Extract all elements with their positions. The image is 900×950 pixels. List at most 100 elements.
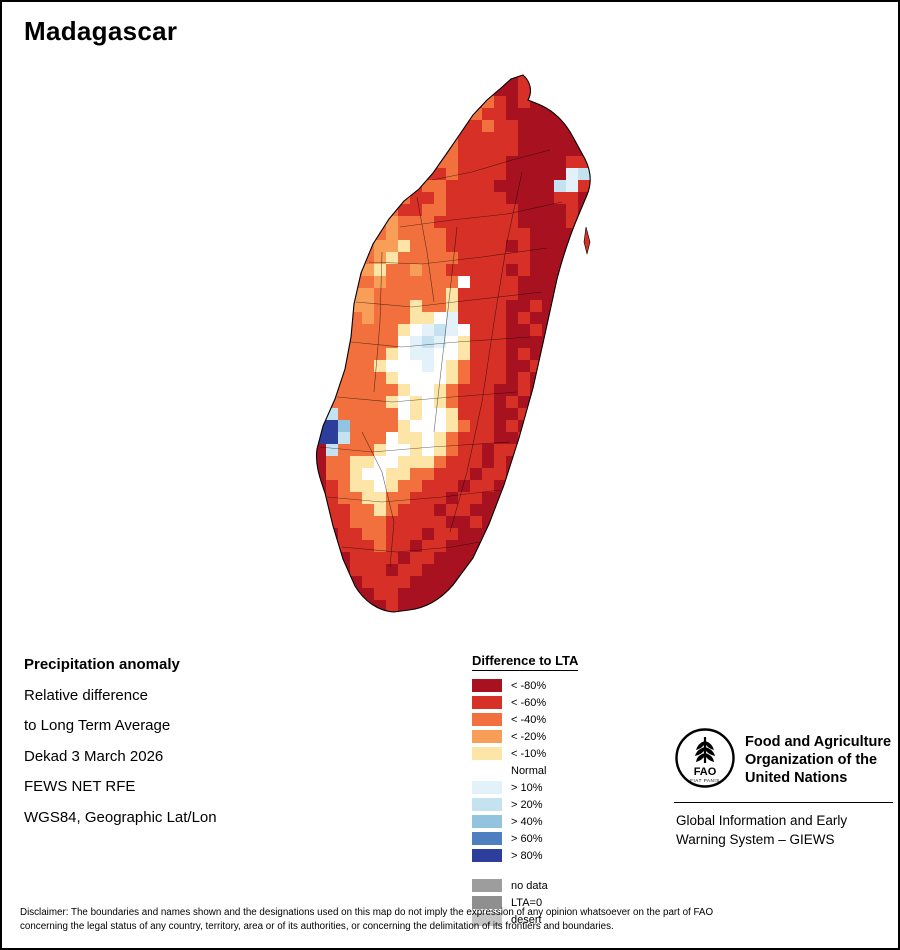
raster-cell — [410, 600, 423, 612]
raster-cell — [482, 312, 495, 325]
raster-cell — [578, 540, 591, 553]
raster-cell — [398, 336, 411, 349]
raster-cell — [338, 192, 351, 205]
raster-cell — [506, 180, 519, 193]
madagascar-outline — [315, 74, 591, 613]
raster-cell — [506, 576, 519, 589]
raster-cell — [542, 168, 555, 181]
raster-cell — [518, 216, 531, 229]
raster-cell — [434, 96, 447, 109]
raster-cell — [446, 564, 459, 577]
raster-cell — [470, 75, 483, 85]
raster-cell — [350, 564, 363, 577]
raster-cell — [374, 504, 387, 517]
raster-cell — [326, 96, 339, 109]
raster-cell — [386, 168, 399, 181]
raster-cell — [518, 108, 531, 121]
raster-cell — [566, 564, 579, 577]
legend-item-label: < -20% — [511, 730, 547, 743]
raster-cell — [338, 444, 351, 457]
raster-cell — [362, 312, 375, 325]
raster-cell — [386, 132, 399, 145]
raster-cell — [506, 432, 519, 445]
raster-cell — [434, 108, 447, 121]
raster-cell — [554, 300, 567, 313]
raster-cell — [590, 168, 591, 181]
raster-cell — [518, 180, 531, 193]
raster-cell — [386, 84, 399, 97]
raster-cell — [494, 468, 507, 481]
raster-cell — [494, 264, 507, 277]
raster-cell — [530, 396, 543, 409]
raster-cell — [482, 264, 495, 277]
legend-extra-items: no data LTA=0 desert — [472, 877, 578, 928]
raster-cell — [566, 120, 579, 133]
raster-cell — [518, 576, 531, 589]
raster-cell — [470, 144, 483, 157]
raster-cell — [326, 240, 339, 253]
fao-divider-line — [674, 802, 893, 803]
raster-cell — [482, 384, 495, 397]
raster-cell — [470, 492, 483, 505]
raster-cell — [434, 540, 447, 553]
raster-cell — [362, 348, 375, 361]
raster-cell — [302, 240, 314, 252]
raster-cell — [316, 456, 327, 469]
raster-cell — [530, 228, 543, 241]
raster-cell — [434, 264, 447, 277]
caption-line: Dekad 3 March 2026 — [24, 747, 164, 765]
raster-cell — [506, 96, 519, 109]
fao-logo-icon: FAO FIAT PANIS — [675, 728, 735, 788]
raster-cell — [518, 420, 531, 433]
legend-item: desert — [472, 911, 578, 928]
precipitation-raster — [302, 75, 591, 612]
raster-cell — [530, 300, 543, 313]
raster-cell — [434, 84, 447, 97]
caption-line: Relative difference — [24, 686, 148, 704]
raster-cell — [566, 276, 579, 289]
raster-cell — [566, 540, 579, 553]
raster-cell — [398, 528, 411, 541]
raster-cell — [470, 120, 483, 133]
raster-cell — [494, 120, 507, 133]
raster-cell — [434, 468, 447, 481]
raster-cell — [506, 84, 519, 97]
raster-cell — [422, 156, 435, 169]
raster-cell — [470, 516, 483, 529]
raster-cell — [398, 108, 411, 121]
raster-cell — [458, 144, 471, 157]
raster-cell — [458, 552, 471, 565]
raster-cell — [374, 360, 387, 373]
raster-cell — [398, 552, 411, 565]
raster-cell — [302, 576, 314, 588]
raster-cell — [458, 312, 471, 325]
raster-cell — [338, 288, 351, 301]
raster-cell — [350, 240, 363, 253]
raster-cell — [554, 75, 567, 85]
raster-cell — [326, 276, 339, 289]
raster-cell — [590, 600, 591, 612]
raster-cell — [316, 180, 327, 193]
raster-cell — [578, 396, 591, 409]
raster-cell — [422, 132, 435, 145]
raster-cell — [350, 204, 363, 217]
raster-cell — [482, 468, 495, 481]
raster-cell — [590, 228, 591, 241]
legend-item: < -60% — [472, 694, 578, 711]
raster-cell — [422, 564, 435, 577]
raster-cell — [470, 192, 483, 205]
raster-cell — [302, 204, 314, 216]
raster-cell — [350, 324, 363, 337]
raster-cell — [530, 180, 543, 193]
raster-cell — [482, 504, 495, 517]
raster-cell — [422, 336, 435, 349]
raster-cell — [386, 492, 399, 505]
legend-item-label: LTA=0 — [511, 896, 543, 909]
raster-cell — [518, 384, 531, 397]
raster-cell — [458, 480, 471, 493]
raster-cell — [542, 84, 555, 97]
raster-cell — [422, 180, 435, 193]
raster-cell — [316, 144, 327, 157]
raster-cell — [494, 516, 507, 529]
